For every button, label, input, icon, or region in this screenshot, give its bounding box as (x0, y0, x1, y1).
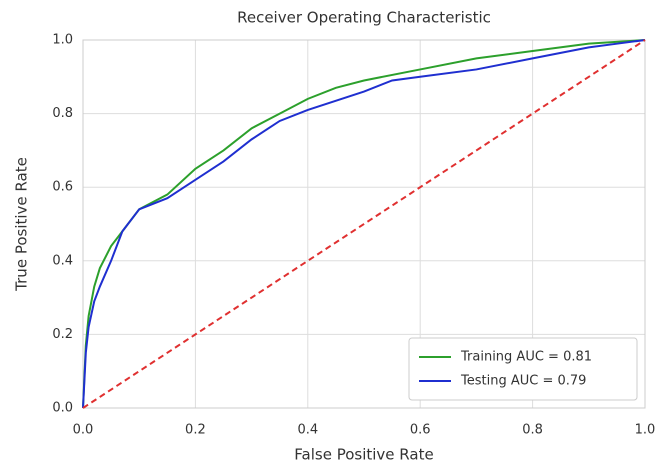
x-tick-label: 0.4 (297, 423, 318, 438)
y-tick-label: 0.4 (52, 253, 73, 268)
legend-box (408, 337, 638, 401)
series-line (82, 39, 646, 409)
series-line (82, 39, 646, 409)
y-axis-label: True Positive Rate (13, 157, 31, 292)
legend-label: Training AUC = 0.81 (460, 350, 592, 365)
y-tick-label: 0.8 (52, 106, 73, 121)
legend-label: Testing AUC = 0.79 (460, 374, 586, 389)
x-tick-label: 0.0 (73, 423, 94, 438)
plot-frame (82, 39, 646, 409)
x-tick-label: 1.0 (635, 423, 656, 438)
y-tick-label: 1.0 (52, 33, 73, 48)
x-axis-label: False Positive Rate (294, 446, 433, 464)
series-line (82, 39, 646, 409)
x-tick-label: 0.2 (185, 423, 206, 438)
x-tick-label: 0.6 (410, 423, 431, 438)
y-tick-label: 0.6 (52, 180, 73, 195)
x-tick-label: 0.8 (522, 423, 543, 438)
y-tick-label: 0.2 (52, 327, 73, 342)
y-tick-label: 0.0 (52, 401, 73, 416)
chart-title: Receiver Operating Characteristic (237, 9, 491, 27)
